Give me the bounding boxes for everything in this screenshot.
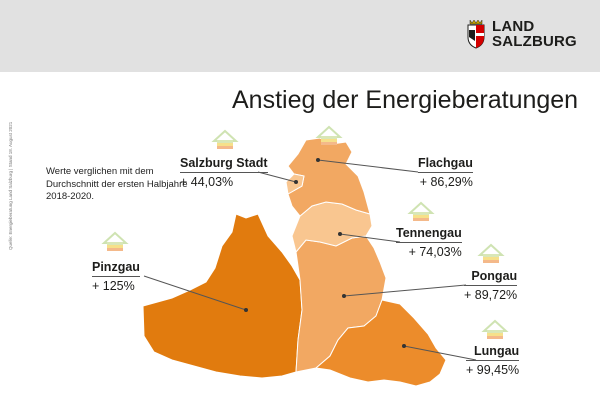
house-icon <box>407 201 435 221</box>
marker-lungau <box>402 344 406 348</box>
land-salzburg-logo[interactable]: LAND SALZBURG <box>466 16 577 52</box>
leader-line-flachgau <box>317 159 419 173</box>
marker-tennengau <box>338 232 342 236</box>
house-icon <box>211 129 239 149</box>
region-name: Tennengau <box>396 226 462 243</box>
salzburg-crest-icon <box>467 19 485 49</box>
label-tennengau: Tennengau + 74,03% <box>396 226 462 259</box>
house-icon <box>101 231 129 251</box>
house-icon <box>477 243 505 263</box>
logo-line2: SALZBURG <box>492 33 577 50</box>
marker-salzburg-stadt <box>294 180 298 184</box>
house-icon <box>481 319 509 339</box>
region-value: + 125% <box>92 279 135 293</box>
marker-pinzgau <box>244 308 248 312</box>
label-flachgau: Flachgau + 86,29% <box>418 156 473 189</box>
region-value: + 89,72% <box>464 288 518 302</box>
label-lungau: Lungau + 99,45% <box>466 344 520 377</box>
leader-line-tennengau <box>339 233 401 243</box>
logo-line1: LAND <box>492 18 535 35</box>
region-salzburg-stadt[interactable] <box>285 173 305 195</box>
leader-line-pinzgau <box>143 275 247 311</box>
label-pinzgau: Pinzgau + 125% <box>92 260 140 293</box>
house-icon <box>315 125 343 145</box>
region-lungau[interactable] <box>314 299 447 387</box>
region-name: Pongau <box>464 269 518 286</box>
region-value: + 99,45% <box>466 363 520 377</box>
region-pinzgau[interactable] <box>142 213 303 379</box>
region-name: Pinzgau <box>92 260 140 277</box>
leader-line-pongau <box>343 284 467 297</box>
header-band <box>0 0 600 72</box>
leader-line-salzburg-stadt <box>257 171 297 183</box>
region-value: + 44,03% <box>180 175 234 189</box>
label-salzburg-stadt: Salzburg Stadt + 44,03% <box>180 156 268 189</box>
label-pongau: Pongau + 89,72% <box>464 269 518 302</box>
region-name: Flachgau <box>418 156 473 173</box>
marker-pongau <box>342 294 346 298</box>
marker-flachgau <box>316 158 320 162</box>
region-value: + 74,03% <box>408 245 462 259</box>
region-name: Salzburg Stadt <box>180 156 268 173</box>
page-title: Anstieg der Energieberatungen <box>232 86 579 114</box>
leader-line-lungau <box>403 345 477 361</box>
region-value: + 86,29% <box>419 175 473 189</box>
region-name: Lungau <box>466 344 520 361</box>
comparison-note: Werte verglichen mit dem Durchschnitt de… <box>46 166 188 202</box>
